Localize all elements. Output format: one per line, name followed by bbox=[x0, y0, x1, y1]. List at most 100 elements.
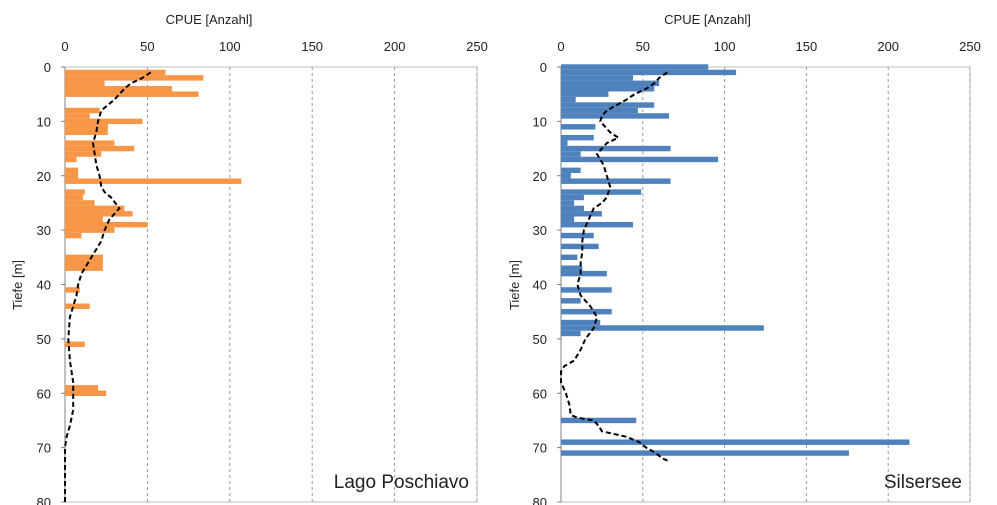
bar bbox=[561, 86, 655, 92]
x-tick-label: 250 bbox=[466, 39, 488, 54]
bar bbox=[65, 341, 85, 348]
bar bbox=[65, 178, 242, 184]
y-tick-label: 70 bbox=[37, 441, 51, 456]
bar bbox=[65, 124, 108, 130]
bar bbox=[561, 102, 655, 108]
x-tick-label: 250 bbox=[959, 39, 981, 54]
bar bbox=[65, 260, 103, 266]
bar bbox=[65, 156, 77, 163]
x-tick-label: 100 bbox=[714, 39, 736, 54]
bar bbox=[561, 200, 575, 206]
y-tick-label: 40 bbox=[37, 278, 51, 293]
bar bbox=[65, 385, 98, 391]
y-axis-title: Tiefe [m] bbox=[507, 260, 522, 310]
lago-poschiavo-chart: 0 50 100 150 200 250 0 10 20 30 40 50 60 70 80 CPUE [An… bbox=[10, 12, 488, 505]
bar bbox=[65, 232, 82, 239]
mean-profile-line bbox=[560, 71, 670, 463]
bar bbox=[65, 227, 115, 233]
y-tick-label: 50 bbox=[37, 332, 51, 347]
bar bbox=[561, 69, 737, 76]
x-tick-label: 0 bbox=[557, 39, 564, 54]
bar bbox=[561, 140, 568, 146]
y-axis-title: Tiefe [m] bbox=[10, 260, 25, 310]
y-tick-label: 80 bbox=[37, 495, 51, 505]
panel-label: Lago Poschiavo bbox=[334, 472, 469, 493]
bar bbox=[561, 91, 609, 97]
bar bbox=[65, 118, 143, 125]
bar bbox=[561, 189, 642, 195]
mean-profile-line bbox=[64, 71, 152, 502]
bar bbox=[65, 390, 107, 396]
bar bbox=[561, 178, 671, 184]
bar bbox=[65, 265, 103, 271]
bar bbox=[561, 298, 581, 304]
bar bbox=[561, 145, 671, 152]
y-tick-label: 80 bbox=[533, 495, 547, 505]
bar bbox=[65, 287, 80, 293]
bar bbox=[561, 124, 596, 130]
bar bbox=[561, 325, 764, 331]
x-tick-label: 200 bbox=[384, 39, 406, 54]
bar bbox=[65, 167, 79, 174]
bar bbox=[561, 439, 910, 445]
plot-area-frame bbox=[64, 66, 478, 503]
bar bbox=[561, 270, 607, 277]
y-tick-label: 20 bbox=[533, 169, 547, 184]
x-tick-label: 200 bbox=[877, 39, 899, 54]
bar bbox=[561, 417, 637, 424]
bar bbox=[561, 96, 576, 103]
bar bbox=[561, 216, 575, 222]
bar bbox=[561, 134, 594, 141]
bar bbox=[65, 129, 108, 135]
bar bbox=[65, 205, 125, 212]
bar bbox=[561, 113, 669, 119]
bar bbox=[65, 145, 135, 152]
x-axis-title: CPUE [Anzahl] bbox=[166, 12, 253, 27]
bar bbox=[65, 69, 166, 76]
panel-label: Silsersee bbox=[884, 472, 962, 493]
bar bbox=[561, 330, 581, 337]
bar bbox=[65, 189, 85, 195]
bar bbox=[561, 205, 584, 212]
bar bbox=[65, 200, 95, 206]
bar bbox=[561, 221, 633, 228]
y-tick-label: 30 bbox=[533, 223, 547, 238]
bar bbox=[65, 75, 204, 81]
bar bbox=[561, 243, 599, 250]
bar bbox=[65, 221, 148, 228]
bar bbox=[561, 107, 638, 114]
bar bbox=[561, 194, 584, 201]
bar bbox=[561, 167, 581, 174]
bar bbox=[561, 450, 849, 456]
y-tick-label: 60 bbox=[533, 386, 547, 401]
bar bbox=[65, 216, 103, 222]
x-axis-title: CPUE [Anzahl] bbox=[664, 12, 751, 27]
bar bbox=[561, 211, 602, 217]
x-tick-label: 0 bbox=[61, 39, 68, 54]
bar bbox=[561, 75, 633, 81]
bar bbox=[561, 173, 571, 179]
bar bbox=[561, 319, 601, 326]
bar bbox=[561, 254, 578, 261]
silsersee-chart: 0 50 100 150 200 250 0 10 20 30 40 50 60 70 80 CPUE [An… bbox=[507, 12, 981, 505]
bar bbox=[65, 254, 103, 261]
bar bbox=[65, 303, 90, 309]
y-tick-label: 50 bbox=[533, 332, 547, 347]
y-tick-label: 60 bbox=[37, 386, 51, 401]
bar bbox=[561, 287, 612, 293]
bar bbox=[65, 173, 79, 179]
bar bbox=[561, 64, 709, 70]
bar bbox=[65, 86, 173, 92]
x-tick-label: 150 bbox=[796, 39, 818, 54]
y-tick-label: 10 bbox=[533, 114, 547, 129]
bar bbox=[65, 113, 90, 119]
y-tick-label: 0 bbox=[540, 60, 547, 75]
bar bbox=[561, 80, 660, 87]
bar bbox=[65, 211, 133, 217]
bar bbox=[65, 107, 100, 114]
bar bbox=[65, 91, 199, 97]
x-tick-label: 50 bbox=[636, 39, 650, 54]
bar bbox=[65, 80, 105, 87]
bar bbox=[65, 194, 84, 201]
bar bbox=[65, 151, 102, 157]
